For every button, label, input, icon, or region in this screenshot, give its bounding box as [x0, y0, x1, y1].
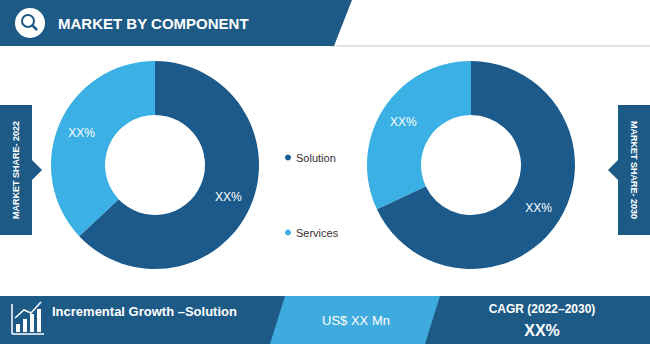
- svg-text:XX%: XX%: [68, 126, 95, 140]
- svg-text:MARKET BY COMPONENT: MARKET BY COMPONENT: [58, 15, 249, 32]
- svg-text:Solution: Solution: [296, 152, 336, 164]
- svg-text:MARKET SHARE- 2022: MARKET SHARE- 2022: [11, 121, 21, 219]
- svg-text:CAGR (2022–2030): CAGR (2022–2030): [489, 302, 596, 316]
- svg-text:XX%: XX%: [215, 190, 242, 204]
- svg-text:XX%: XX%: [390, 115, 417, 129]
- svg-text:MARKET SHARE- 2030: MARKET SHARE- 2030: [629, 121, 639, 219]
- svg-text:XX%: XX%: [525, 201, 552, 215]
- svg-text:XX%: XX%: [524, 322, 560, 339]
- svg-text:Incremental Growth –Solution: Incremental Growth –Solution: [52, 304, 237, 319]
- svg-text:Services: Services: [296, 227, 339, 239]
- svg-text:US$ XX Mn: US$ XX Mn: [322, 313, 390, 328]
